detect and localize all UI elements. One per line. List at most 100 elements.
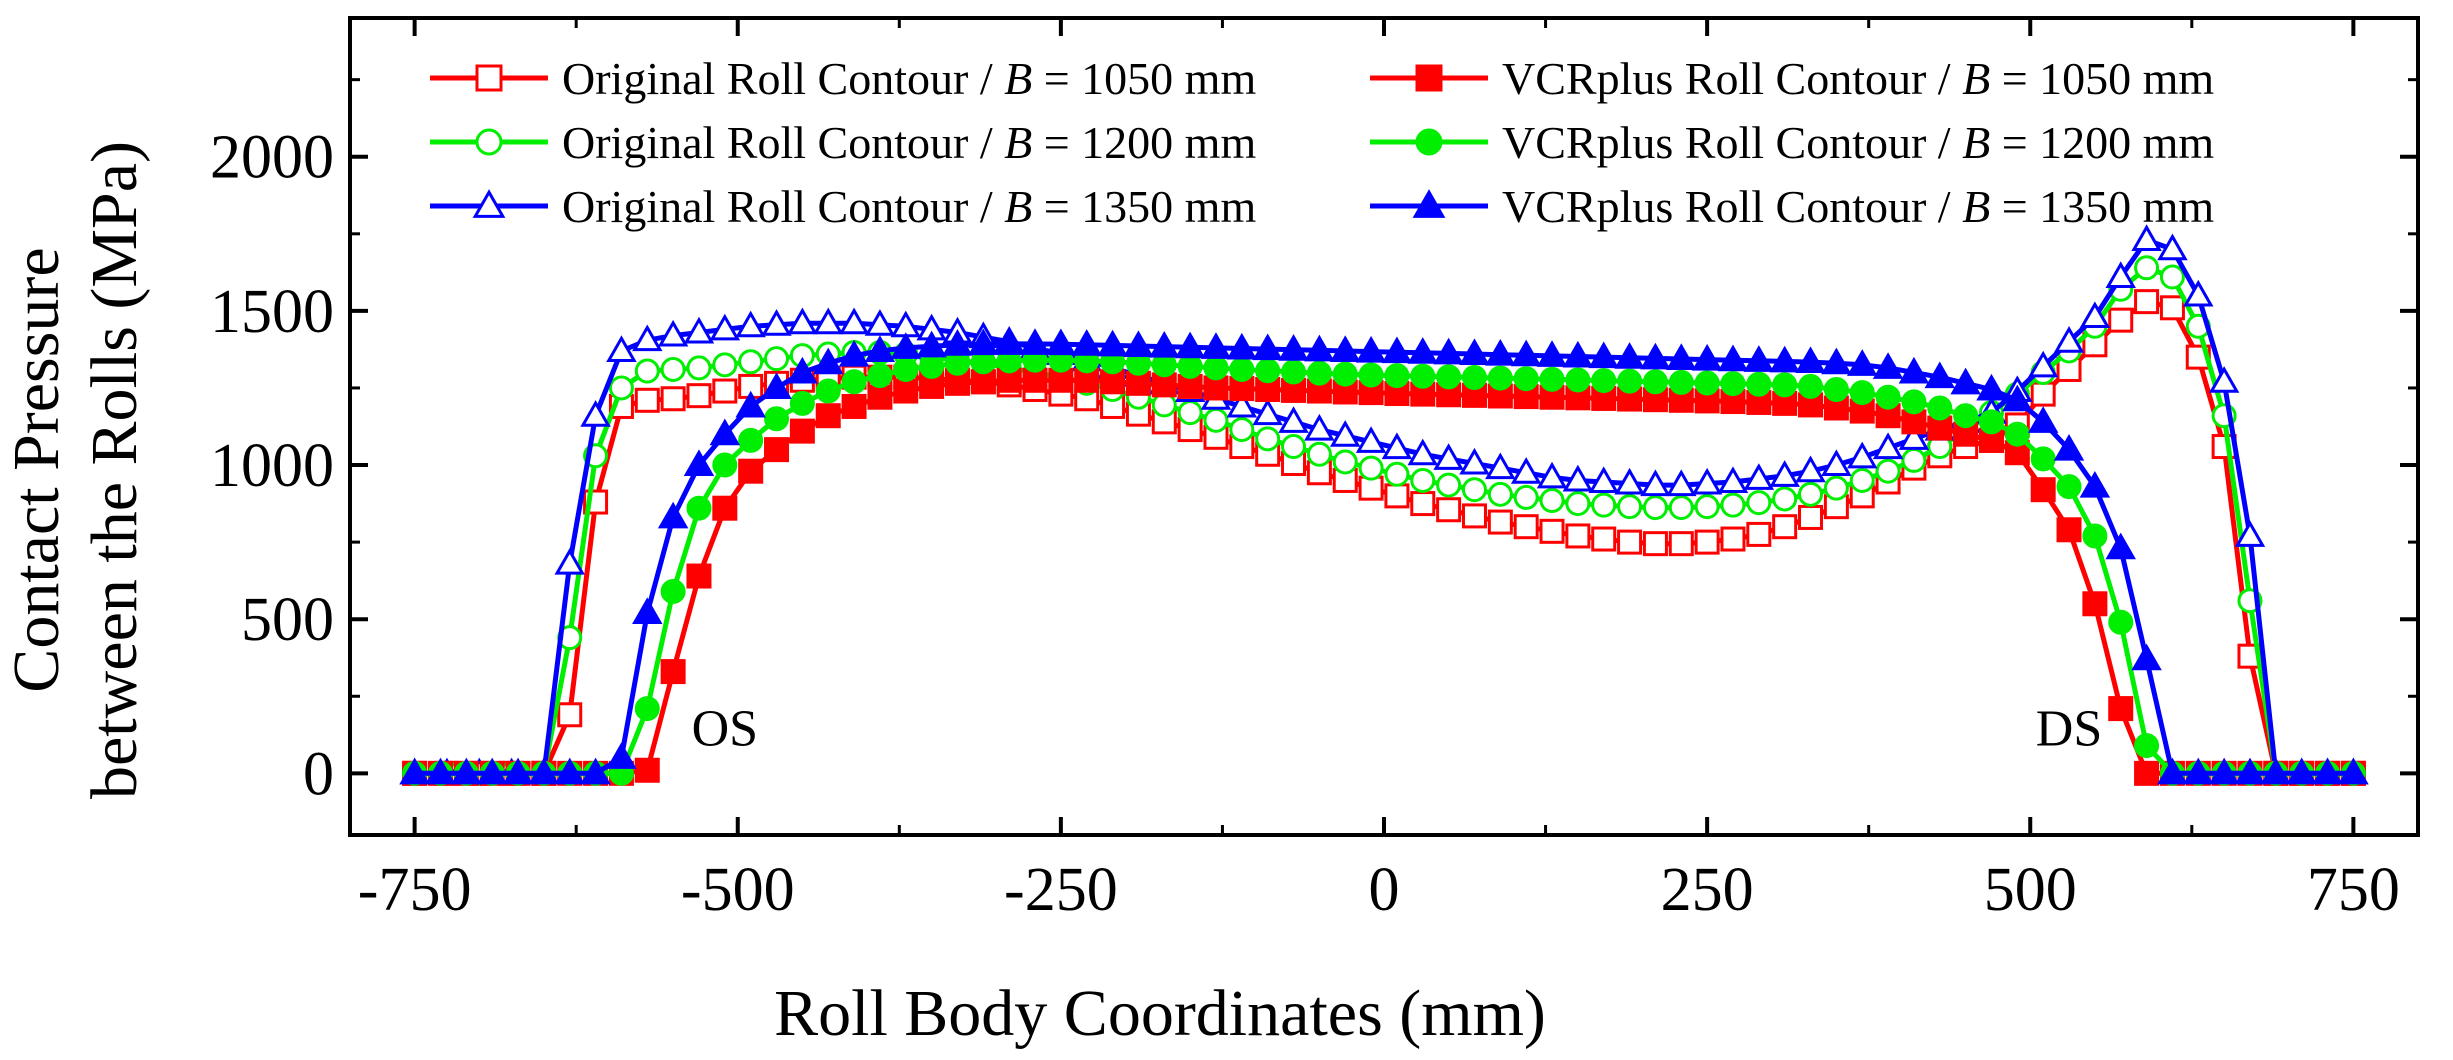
data-point [2030, 381, 2056, 407]
data-point [1976, 373, 2007, 401]
data-point [1798, 504, 1824, 530]
data-point [686, 383, 712, 409]
data-point [1459, 338, 1490, 366]
data-point [1252, 398, 1283, 426]
data-point [554, 548, 585, 575]
data-point [1487, 481, 1513, 507]
data-point [1798, 373, 1824, 399]
data-point [2056, 517, 2082, 543]
data-point [764, 437, 790, 463]
data-point [660, 659, 686, 685]
legend-entry: Original Roll Contour / B = 1050 mm [430, 53, 1256, 104]
legend-label: Original Roll Contour / B = 1350 mm [562, 181, 1256, 232]
data-point [2131, 643, 2162, 671]
data-point [1513, 514, 1539, 540]
data-point [686, 495, 712, 521]
data-point [1666, 343, 1697, 370]
data-point [916, 330, 947, 358]
data-point [632, 324, 663, 352]
data-point [2134, 733, 2160, 759]
series-line [414, 377, 2354, 776]
data-point [1694, 494, 1720, 520]
data-point [1746, 521, 1772, 547]
data-point [634, 757, 660, 783]
data-point [1149, 330, 1180, 358]
data-point [812, 347, 844, 375]
data-point [2105, 261, 2136, 288]
data-point [1668, 369, 1694, 395]
data-point [864, 309, 896, 336]
data-point [2208, 757, 2240, 785]
data-point [1536, 461, 1568, 489]
data-point [1539, 487, 1565, 513]
data-point [1226, 332, 1258, 360]
data-point [1591, 526, 1617, 552]
data-point [2027, 350, 2059, 378]
data-point [789, 390, 815, 416]
data-point [1436, 472, 1462, 498]
data-point [1384, 461, 1410, 487]
data-point [1329, 420, 1361, 447]
annotation-ds: DS [2036, 701, 2102, 758]
data-point [2159, 295, 2185, 321]
y-tick-label: 0 [303, 740, 334, 808]
data-point [1901, 447, 1927, 473]
data-point [1045, 328, 1077, 356]
data-point [1203, 407, 1229, 433]
data-point [1846, 349, 1878, 376]
data-point [2108, 696, 2134, 722]
data-point [1565, 491, 1591, 517]
data-point [660, 356, 686, 382]
data-point [1875, 458, 1901, 484]
data-point [2079, 470, 2111, 498]
data-point [1487, 365, 1513, 391]
data-point [1513, 366, 1539, 392]
data-point [1691, 467, 1723, 495]
legend-entry: VCRplus Roll Contour / B = 1350 mm [1370, 181, 2214, 232]
data-point [1461, 477, 1487, 503]
data-point [1720, 526, 1746, 552]
data-point [838, 339, 870, 367]
data-point [1953, 403, 1979, 429]
data-point [864, 335, 896, 362]
legend-entry: Original Roll Contour / B = 1200 mm [430, 117, 1256, 168]
legend-entry: VCRplus Roll Contour / B = 1050 mm [1370, 53, 2214, 104]
x-tick-label: -250 [1004, 856, 1118, 924]
data-point [1229, 417, 1255, 443]
data-point [893, 356, 919, 382]
data-point [634, 387, 660, 413]
data-point [2183, 757, 2214, 785]
data-point [815, 378, 841, 404]
data-point [1381, 336, 1413, 364]
data-point [2134, 760, 2160, 786]
data-point [1485, 338, 1516, 366]
series-vcrplus-5 [399, 328, 2369, 785]
data-point [608, 375, 634, 401]
data-point [712, 452, 738, 478]
legend-entry: VCRplus Roll Contour / B = 1200 mm [1370, 117, 2214, 168]
series-layer [399, 224, 2369, 786]
data-point [2105, 532, 2136, 560]
data-point [815, 403, 841, 429]
data-point [2108, 307, 2134, 333]
data-point [761, 372, 792, 399]
y-axis-label: Contact Pressure between the Rolls (MPa) [0, 141, 151, 799]
data-point [2053, 433, 2085, 461]
data-point [1565, 367, 1591, 393]
data-point [1407, 438, 1439, 466]
data-point [735, 310, 766, 338]
data-point [1306, 360, 1332, 386]
data-point [1591, 492, 1617, 518]
legend-entry: Original Roll Contour / B = 1350 mm [430, 181, 1256, 232]
data-point [1433, 337, 1464, 365]
data-point [1355, 335, 1387, 363]
y-axis-label-line1: Contact Pressure [0, 247, 73, 692]
data-point [2157, 757, 2188, 785]
data-point [2234, 757, 2266, 785]
data-point [2157, 233, 2188, 261]
data-point [1539, 518, 1565, 544]
x-axis-label: Roll Body Coordinates (mm) [774, 977, 1546, 1050]
data-point [1304, 334, 1335, 362]
data-point [2208, 366, 2240, 393]
data-point [1177, 353, 1203, 379]
